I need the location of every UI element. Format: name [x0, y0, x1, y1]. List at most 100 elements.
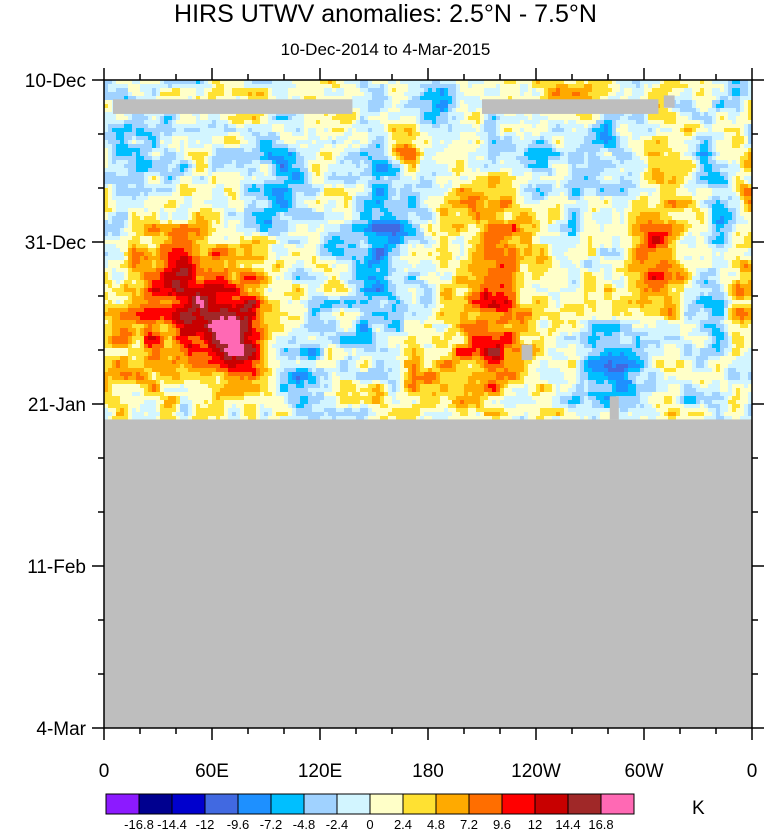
heatmap-cell: [152, 132, 157, 137]
heatmap-cell: [544, 176, 549, 181]
heatmap-cell: [584, 192, 589, 197]
heatmap-cell: [456, 112, 461, 117]
heatmap-cell: [728, 96, 733, 101]
heatmap-cell: [264, 92, 269, 97]
heatmap-cell: [108, 128, 113, 133]
heatmap-cell: [140, 192, 145, 197]
heatmap-cell: [648, 124, 653, 129]
heatmap-cell: [436, 172, 441, 177]
heatmap-cell: [412, 96, 417, 101]
heatmap-cell: [696, 164, 701, 169]
heatmap-cell: [732, 88, 737, 93]
heatmap-cell: [384, 188, 389, 193]
heatmap-cell: [124, 164, 129, 169]
heatmap-cell: [276, 156, 281, 161]
heatmap-cell: [604, 144, 609, 149]
heatmap-cell: [628, 84, 633, 89]
heatmap-cell: [204, 200, 209, 205]
heatmap-cell: [144, 116, 149, 121]
heatmap-cell: [156, 192, 161, 197]
heatmap-cell: [504, 176, 509, 181]
heatmap-cell: [332, 80, 337, 85]
heatmap-cell: [316, 140, 321, 145]
heatmap-cell: [576, 164, 581, 169]
heatmap-cell: [328, 184, 333, 189]
heatmap-cell: [496, 88, 501, 93]
heatmap-cell: [712, 180, 717, 185]
heatmap-cell: [240, 184, 245, 189]
heatmap-cell: [544, 120, 549, 125]
heatmap-cell: [700, 108, 705, 113]
heatmap-cell: [604, 164, 609, 169]
heatmap-cell: [684, 84, 689, 89]
heatmap-cell: [572, 144, 577, 149]
heatmap-cell: [164, 116, 169, 121]
heatmap-cell: [724, 128, 729, 133]
heatmap-cell: [208, 124, 213, 129]
heatmap-cell: [284, 88, 289, 93]
heatmap-cell: [136, 84, 141, 89]
heatmap-cell: [504, 124, 509, 129]
heatmap-cell: [628, 88, 633, 93]
heatmap-cell: [508, 120, 513, 125]
heatmap-cell: [624, 156, 629, 161]
heatmap-cell: [400, 200, 405, 205]
heatmap-cell: [700, 132, 705, 137]
heatmap-cell: [748, 156, 753, 161]
heatmap-cell: [264, 120, 269, 125]
heatmap-cell: [684, 192, 689, 197]
heatmap-cell: [380, 152, 385, 157]
heatmap-cell: [464, 184, 469, 189]
heatmap-cell: [128, 128, 133, 133]
heatmap-cell: [284, 176, 289, 181]
heatmap-cell: [348, 92, 353, 97]
heatmap-cell: [176, 172, 181, 177]
heatmap-cell: [632, 140, 637, 145]
heatmap-cell: [728, 92, 733, 97]
heatmap-cell: [252, 136, 257, 141]
heatmap-cell: [440, 176, 445, 181]
heatmap-cell: [748, 84, 753, 89]
heatmap-cell: [252, 148, 257, 153]
heatmap-cell: [460, 104, 465, 109]
heatmap-cell: [568, 140, 573, 145]
heatmap-cell: [320, 120, 325, 125]
heatmap-cell: [464, 88, 469, 93]
heatmap-cell: [352, 200, 357, 205]
heatmap-cell: [552, 132, 557, 137]
heatmap-cell: [200, 116, 205, 121]
heatmap-cell: [160, 140, 165, 145]
heatmap-cell: [644, 156, 649, 161]
heatmap-cell: [164, 144, 169, 149]
heatmap-cell: [492, 96, 497, 101]
heatmap-cell: [380, 120, 385, 125]
heatmap-cell: [348, 128, 353, 133]
heatmap-cell: [180, 124, 185, 129]
heatmap-cell: [560, 92, 565, 97]
heatmap-cell: [612, 188, 617, 193]
heatmap-cell: [204, 152, 209, 157]
heatmap-cell: [728, 104, 733, 109]
heatmap-cell: [556, 188, 561, 193]
heatmap-cell: [104, 192, 109, 197]
heatmap-cell: [676, 88, 681, 93]
heatmap-cell: [156, 148, 161, 153]
heatmap-cell: [576, 148, 581, 153]
heatmap-cell: [564, 84, 569, 89]
heatmap-cell: [388, 108, 393, 113]
heatmap-cell: [436, 100, 441, 105]
heatmap-cell: [344, 192, 349, 197]
heatmap-cell: [496, 200, 501, 205]
heatmap-cell: [216, 116, 221, 121]
heatmap-cell: [700, 160, 705, 165]
heatmap-cell: [444, 132, 449, 137]
heatmap-cell: [496, 84, 501, 89]
heatmap-cell: [568, 116, 573, 121]
heatmap-cell: [440, 136, 445, 141]
heatmap-cell: [364, 92, 369, 97]
heatmap-cell: [696, 184, 701, 189]
heatmap-cell: [220, 140, 225, 145]
heatmap-cell: [588, 96, 593, 101]
heatmap-cell: [632, 200, 637, 205]
heatmap-cell: [448, 88, 453, 93]
